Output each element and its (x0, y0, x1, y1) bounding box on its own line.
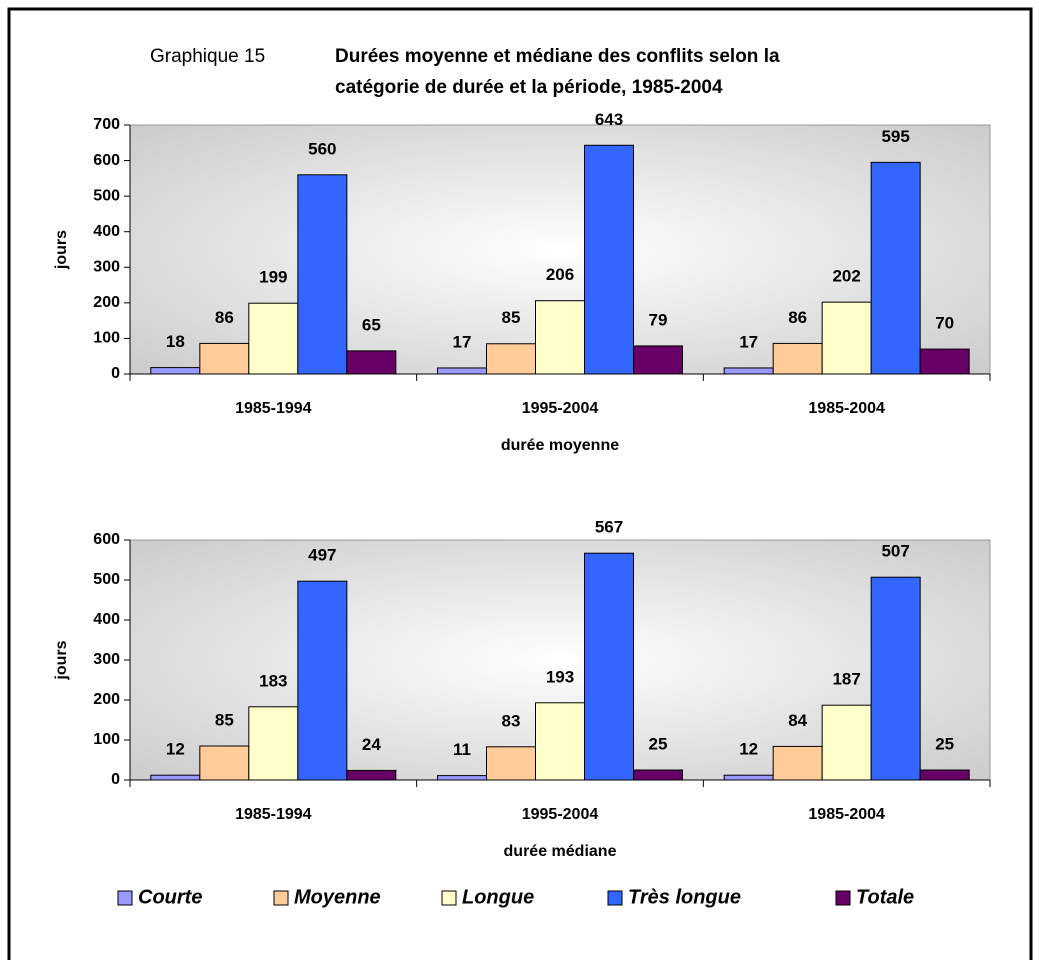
y-tick-label: 200 (93, 691, 120, 708)
bar (535, 702, 585, 781)
value-label: 25 (649, 734, 668, 753)
value-label: 18 (166, 332, 185, 351)
value-label: 206 (546, 265, 574, 284)
bar (150, 367, 201, 375)
bar (870, 576, 921, 781)
x-tick-label: 1985-2004 (808, 806, 885, 823)
y-tick-label: 200 (93, 294, 120, 311)
value-label: 17 (739, 332, 758, 351)
y-tick-label: 400 (93, 611, 120, 628)
title-line: Durées moyenne et médiane des conflits s… (335, 46, 780, 67)
value-label: 86 (215, 308, 234, 327)
value-label: 12 (166, 740, 185, 759)
value-label: 86 (788, 308, 807, 327)
bar (437, 775, 487, 781)
value-label: 507 (881, 542, 909, 561)
y-tick-label: 500 (93, 187, 120, 204)
value-label: 187 (832, 670, 860, 689)
y-tick-label: 600 (93, 531, 120, 548)
value-label: 79 (649, 310, 668, 329)
y-tick-label: 100 (93, 330, 120, 347)
legend-swatch (835, 890, 851, 906)
bar (584, 552, 634, 781)
bar (248, 302, 299, 375)
bar (535, 300, 585, 375)
y-tick-label: 100 (93, 731, 120, 748)
bar (248, 706, 299, 781)
bar (772, 745, 823, 781)
bar (297, 580, 348, 781)
bar (437, 367, 487, 375)
bar (297, 174, 348, 375)
bar (919, 348, 970, 375)
value-label: 497 (308, 546, 336, 565)
figure-number: Graphique 15 (150, 46, 265, 67)
y-axis-title: jours (53, 640, 70, 680)
value-label: 183 (259, 671, 287, 690)
bar (633, 345, 683, 375)
y-tick-label: 700 (93, 116, 120, 133)
x-tick-label: 1985-1994 (235, 400, 312, 417)
x-tick-label: 1995-2004 (522, 806, 599, 823)
bar (199, 745, 250, 781)
value-label: 199 (259, 268, 287, 287)
y-tick-label: 300 (93, 651, 120, 668)
x-tick-label: 1985-1994 (235, 806, 312, 823)
y-tick-label: 400 (93, 223, 120, 240)
bar (919, 769, 970, 781)
value-label: 193 (546, 667, 574, 686)
bar (772, 342, 823, 375)
bar (723, 367, 774, 375)
value-label: 85 (502, 308, 521, 327)
bar (199, 342, 250, 375)
y-tick-label: 500 (93, 571, 120, 588)
value-label: 202 (832, 267, 860, 286)
legend-label: Totale (856, 886, 914, 908)
bar (723, 774, 774, 781)
y-tick-label: 0 (111, 771, 120, 788)
bar (633, 769, 683, 781)
value-label: 84 (788, 711, 807, 730)
legend-swatch (117, 890, 133, 906)
y-tick-label: 0 (111, 365, 120, 382)
value-label: 83 (502, 711, 521, 730)
legend-label: Longue (462, 886, 534, 908)
bar (486, 746, 536, 781)
value-label: 11 (453, 740, 471, 759)
x-axis-title: durée moyenne (501, 437, 619, 454)
y-axis-title: jours (53, 230, 70, 270)
bar (150, 774, 201, 781)
value-label: 70 (935, 314, 954, 333)
y-tick-label: 300 (93, 259, 120, 276)
value-label: 25 (935, 734, 954, 753)
value-label: 17 (453, 332, 472, 351)
value-label: 643 (595, 110, 623, 129)
value-label: 24 (362, 735, 381, 754)
legend-swatch (607, 890, 623, 906)
legend-label: Courte (138, 886, 202, 908)
value-label: 567 (595, 518, 623, 537)
legend-label: Moyenne (294, 886, 381, 908)
legend-swatch (273, 890, 289, 906)
bar (346, 350, 397, 375)
x-tick-label: 1995-2004 (522, 400, 599, 417)
value-label: 85 (215, 710, 234, 729)
bar (870, 161, 921, 375)
title-line: catégorie de durée et la période, 1985-2… (335, 77, 723, 98)
value-label: 560 (308, 139, 336, 158)
x-axis-title: durée médiane (504, 843, 617, 860)
y-tick-label: 600 (93, 152, 120, 169)
bar (584, 144, 634, 375)
value-label: 595 (881, 127, 909, 146)
legend-swatch (441, 890, 457, 906)
bar (821, 704, 872, 781)
legend-label: Très longue (628, 886, 741, 908)
bar (821, 301, 872, 375)
bar (486, 343, 536, 375)
x-tick-label: 1985-2004 (808, 400, 885, 417)
value-label: 65 (362, 315, 381, 334)
value-label: 12 (739, 740, 758, 759)
bar (346, 769, 397, 781)
